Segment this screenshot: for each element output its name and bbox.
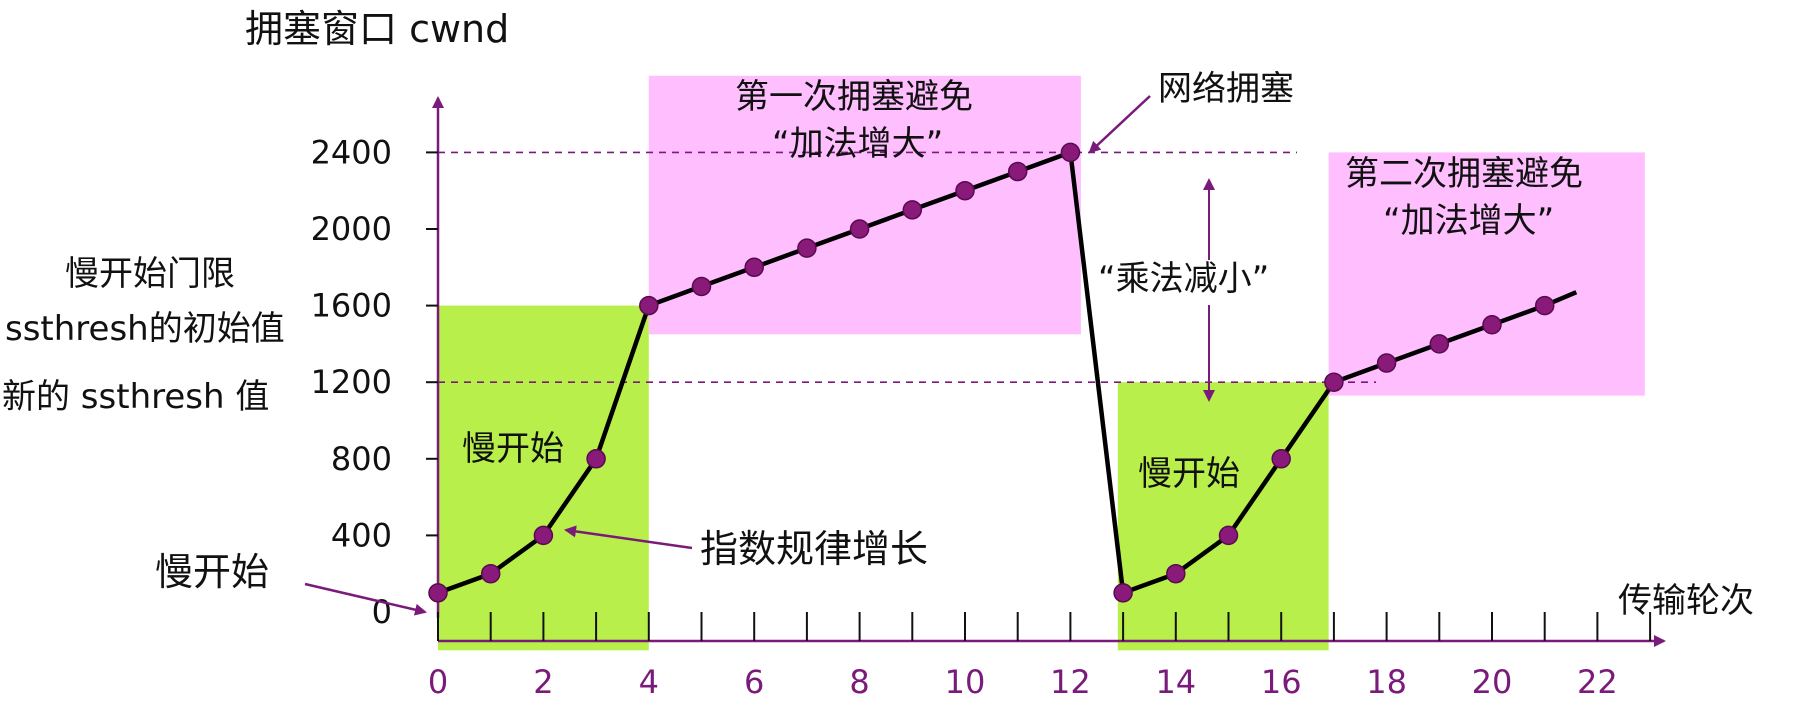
data-point-round-14 xyxy=(1166,563,1186,584)
arrow-congestion xyxy=(1088,95,1151,154)
x-tick-label-2: 2 xyxy=(533,663,553,701)
annotation-slow-start-2: 慢开始 xyxy=(1138,454,1240,494)
x-tick-label-8: 8 xyxy=(849,663,869,701)
data-point-round-10 xyxy=(955,180,975,201)
y-tick-label-2400: 2400 xyxy=(311,133,392,171)
data-point-round-8 xyxy=(849,219,870,239)
annotation-exponential: 指数规律增长 xyxy=(700,527,928,571)
annotation-slow-start-1: 慢开始 xyxy=(462,429,564,469)
region-slow-start-0 xyxy=(438,305,649,651)
y-tick-label-1600: 1600 xyxy=(311,287,392,325)
x-tick-label-12: 12 xyxy=(1050,663,1091,701)
data-point-round-5 xyxy=(691,276,712,297)
threshold-reference-lines xyxy=(438,151,1377,384)
annotation-ca2-line2: “加法增大” xyxy=(1383,201,1554,241)
arrow-exponential xyxy=(564,525,693,550)
x-tick-label-16: 16 xyxy=(1261,663,1302,701)
annotation-ca1-line2: “加法增大” xyxy=(772,124,943,164)
y-tick-label-1200: 1200 xyxy=(311,363,392,401)
axes xyxy=(426,96,1666,647)
data-point-round-11 xyxy=(1007,161,1028,182)
x-tick-label-4: 4 xyxy=(639,663,659,701)
data-point-round-12 xyxy=(1060,142,1081,163)
x-tick-label-10: 10 xyxy=(945,663,986,701)
annotation-ca2-line1: 第二次拥塞避免 xyxy=(1345,154,1583,194)
data-point-round-3 xyxy=(586,449,606,469)
x-tick-label-18: 18 xyxy=(1366,663,1407,701)
x-tick-label-20: 20 xyxy=(1472,663,1513,701)
data-point-round-20 xyxy=(1482,315,1502,335)
data-point-round-15 xyxy=(1218,525,1239,546)
data-point-round-9 xyxy=(902,200,923,220)
data-point-round-1 xyxy=(480,563,501,584)
data-point-round-6 xyxy=(744,257,764,278)
x-tick-label-22: 22 xyxy=(1577,663,1618,701)
annotation-init-ssthresh-line1: 慢开始门限 xyxy=(65,254,235,294)
x-tick-label-0: 0 xyxy=(428,663,448,701)
y-tick-label-800: 800 xyxy=(331,440,392,478)
data-point-round-7 xyxy=(797,238,817,258)
y-axis-label: 拥塞窗口 cwnd xyxy=(245,7,509,51)
y-tick-label-2000: 2000 xyxy=(311,210,392,248)
data-point-round-4 xyxy=(639,295,659,316)
y-tick-label-400: 400 xyxy=(331,516,392,554)
region-slow-start-2 xyxy=(1117,382,1329,651)
x-tick-label-14: 14 xyxy=(1155,663,1196,701)
tick-labels: 0 2 4 6 8 10 12 14 16 18 20 22 0 400 800 1200 1600 2000 24… xyxy=(311,133,1618,701)
cwnd-series xyxy=(428,142,1578,603)
annotation-init-ssthresh-line2: ssthresh的初始值 xyxy=(5,309,285,349)
annotation-slow-start-left: 慢开始 xyxy=(155,550,269,594)
data-point-round-17 xyxy=(1324,372,1344,392)
y-tick-label-0: 0 xyxy=(372,593,392,631)
data-point-round-16 xyxy=(1271,449,1291,469)
arrow-slow-start-left xyxy=(304,582,427,616)
data-point-round-18 xyxy=(1376,353,1397,373)
data-point-round-2 xyxy=(533,525,554,546)
data-point-round-21 xyxy=(1534,295,1555,316)
region-avoidance-1 xyxy=(648,75,1081,335)
annotation-new-ssthresh: 新的 ssthresh 值 xyxy=(2,377,269,417)
data-point-round-0 xyxy=(428,583,448,603)
data-point-round-19 xyxy=(1429,334,1450,354)
x-axis-label: 传输轮次 xyxy=(1618,581,1754,621)
data-point-round-13 xyxy=(1113,583,1133,603)
x-tick-label-6: 6 xyxy=(744,663,764,701)
annotation-mult-decrease: “乘法减小” xyxy=(1098,259,1269,299)
annotation-ca1-line1: 第一次拥塞避免 xyxy=(735,77,973,117)
annotation-congestion: 网络拥塞 xyxy=(1158,69,1294,109)
